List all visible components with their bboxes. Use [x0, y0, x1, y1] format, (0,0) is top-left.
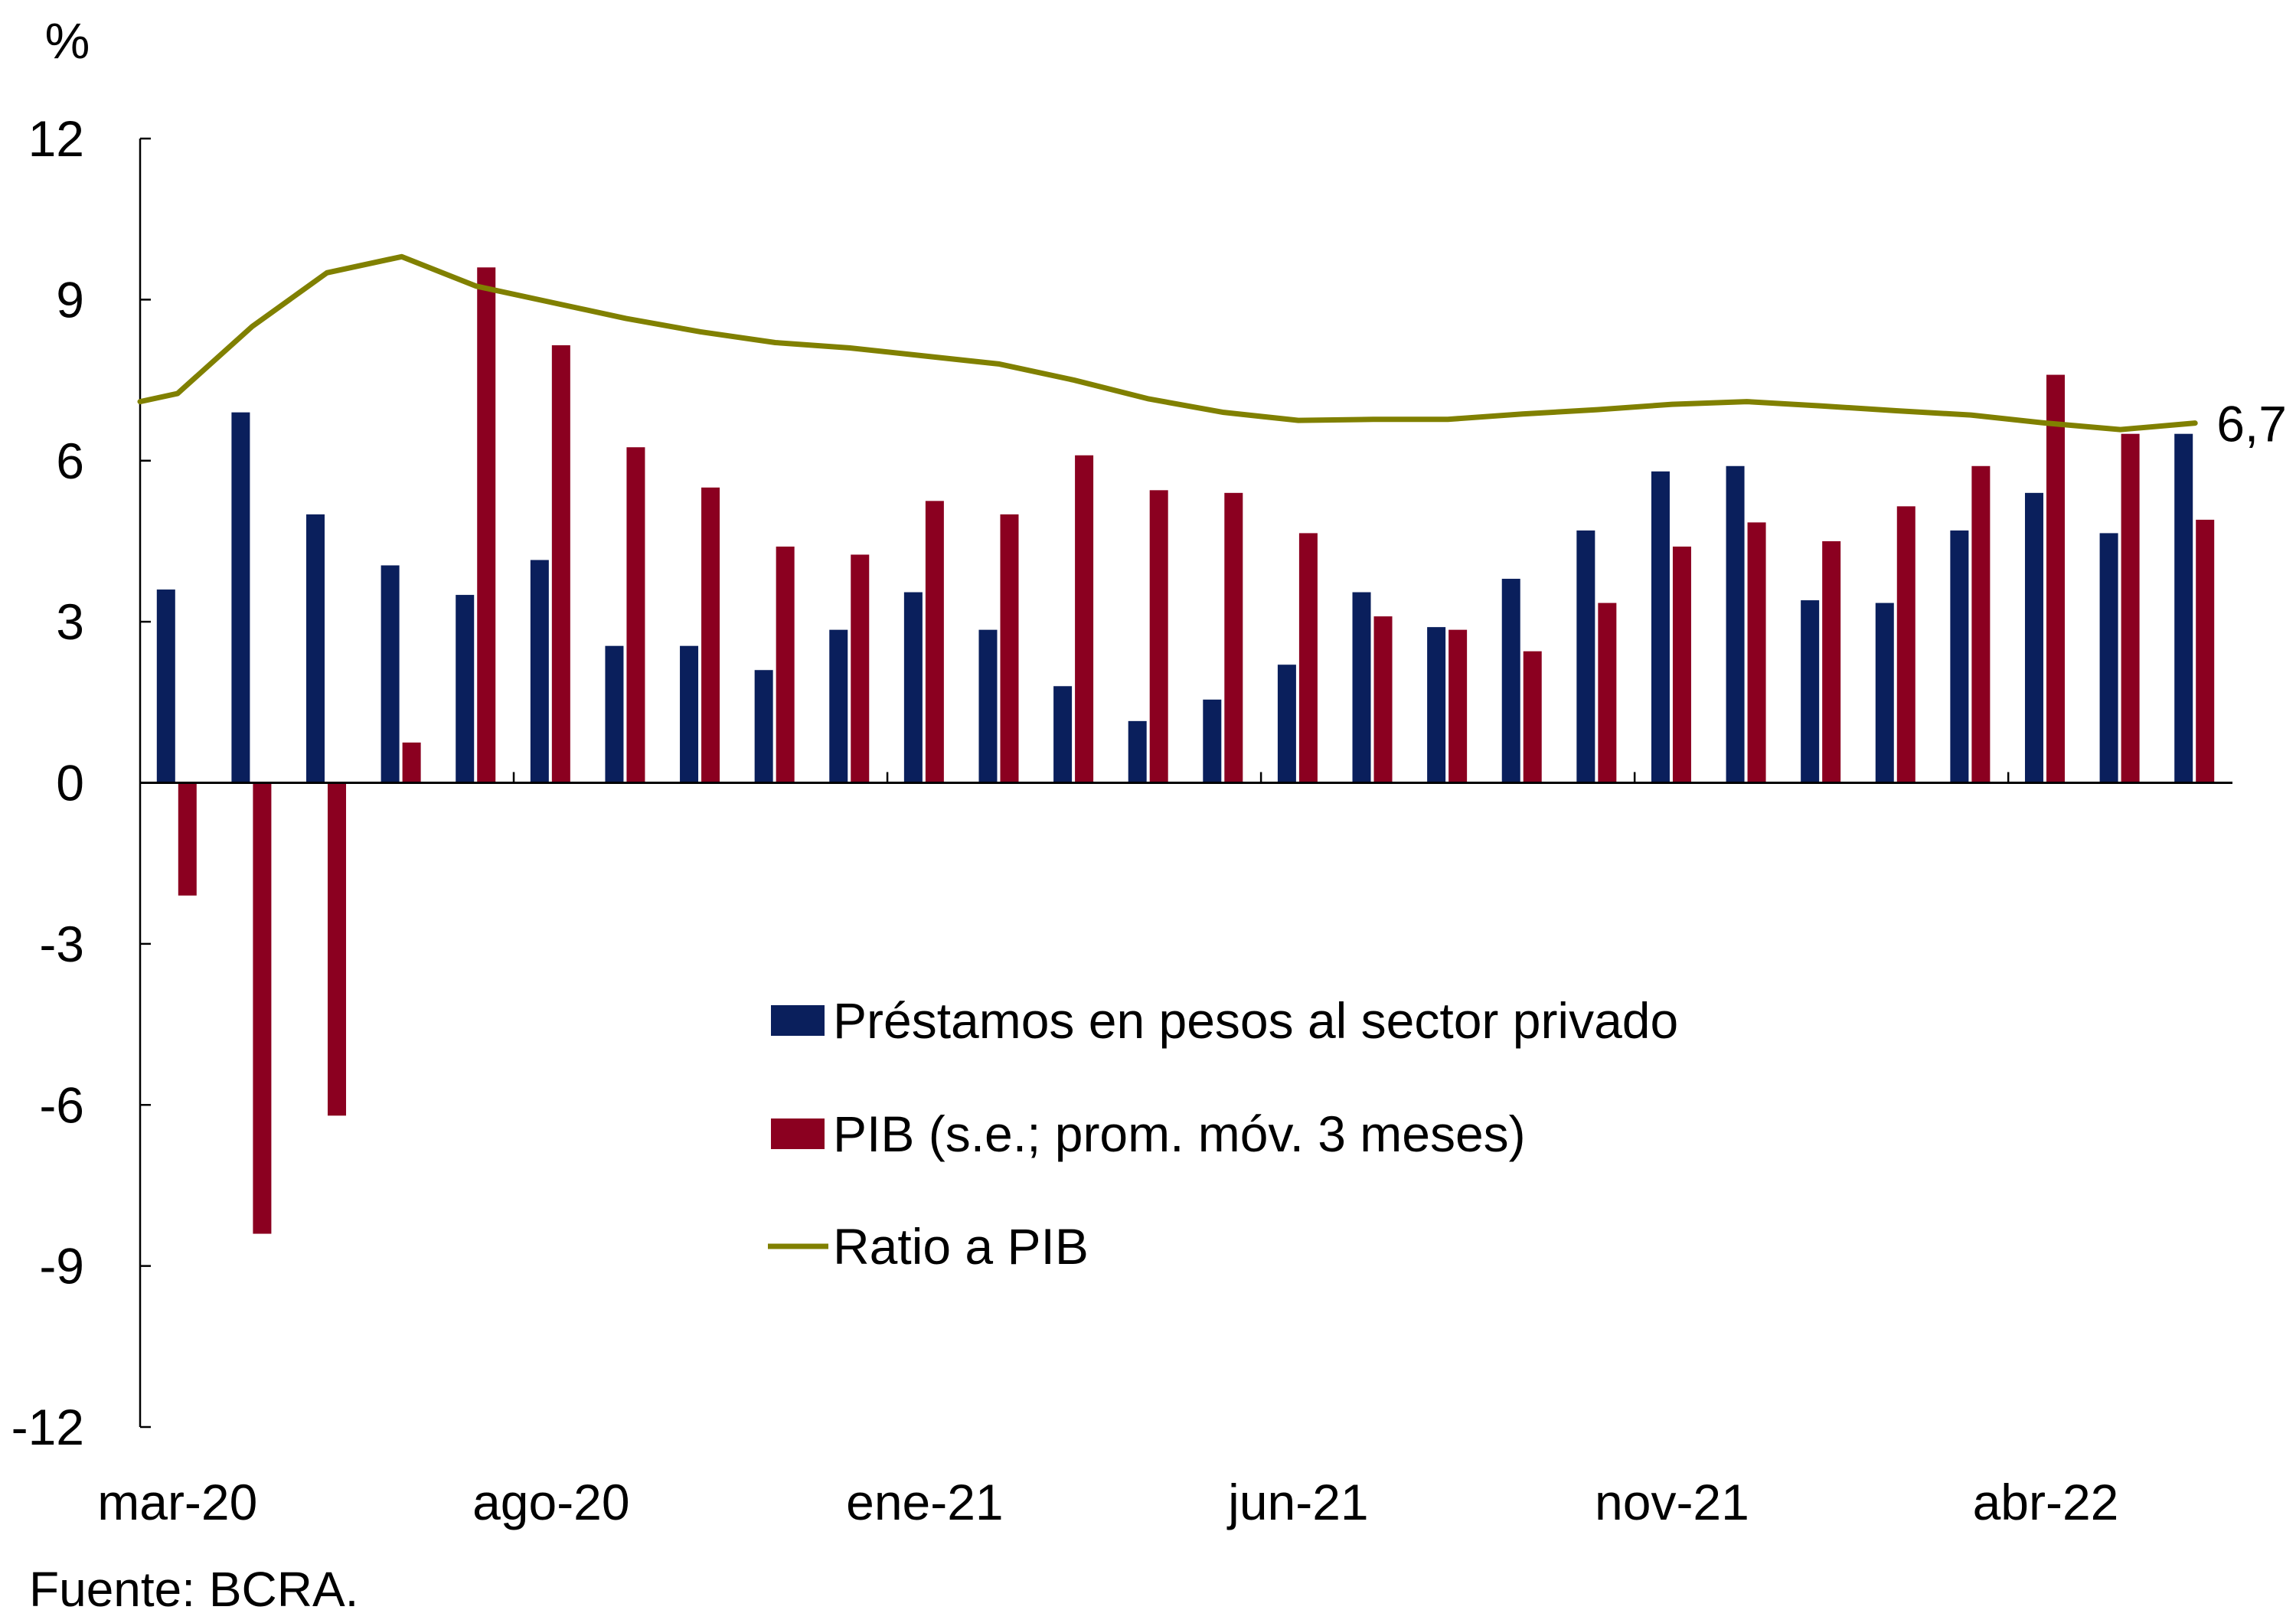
bar-prestamos [2174, 433, 2193, 783]
x-axis: mar-20 ago-20 ene-21 jun-21 nov-21 abr-22 [97, 772, 2232, 1530]
bar-prestamos [2099, 533, 2118, 783]
y-tick-label: 3 [56, 593, 84, 650]
y-tick-label: 12 [28, 110, 84, 167]
bar-pib [1672, 546, 1691, 783]
bar-pib [2196, 519, 2215, 783]
bar-pib [1523, 651, 1542, 783]
bar-pib [2046, 374, 2065, 783]
y-unit-label: % [45, 12, 90, 69]
bar-pib [1000, 514, 1019, 783]
bar-prestamos [456, 595, 475, 783]
bar-pib [178, 782, 197, 896]
bar-prestamos [1576, 530, 1595, 783]
x-tick-label: mar-20 [97, 1474, 257, 1530]
bar-prestamos [680, 645, 699, 783]
bar-prestamos [1651, 471, 1670, 783]
bar-prestamos [2024, 492, 2043, 783]
source-note: Fuente: BCRA. [29, 1562, 358, 1617]
bar-pib [551, 345, 570, 783]
y-tick-label: 9 [56, 271, 84, 328]
legend: Préstamos en pesos al sector privado PIB… [768, 992, 1678, 1275]
bar-pib [626, 447, 645, 783]
ratio-line-group [137, 253, 2198, 433]
bar-prestamos [1801, 600, 1820, 783]
bar-pib [1149, 490, 1168, 783]
bar-prestamos [1277, 665, 1296, 783]
bar-prestamos [1053, 686, 1073, 783]
y-tick-label: -9 [39, 1238, 84, 1295]
ratio-line [137, 253, 2198, 433]
x-tick-label: ago-20 [472, 1474, 630, 1530]
bar-pib [1822, 540, 1841, 783]
y-tick-label: -6 [39, 1076, 84, 1133]
bar-pib [1896, 506, 1916, 783]
bar-prestamos [1726, 465, 1745, 783]
bar-pib [1448, 629, 1468, 783]
bar-pib [925, 501, 944, 783]
y-tick-label: 6 [56, 433, 84, 489]
bar-pib [402, 742, 421, 783]
legend-swatch-prestamos [771, 1005, 825, 1036]
bar-pib [477, 267, 496, 783]
bar-pib [1747, 522, 1766, 783]
bar-prestamos [1128, 720, 1147, 783]
y-tick-label: 0 [56, 755, 84, 812]
bar-pib [851, 554, 870, 783]
bar-prestamos [380, 565, 400, 783]
bar-prestamos [829, 629, 848, 783]
bar-prestamos [1501, 579, 1520, 783]
bar-pib [253, 782, 272, 1234]
bar-pib [701, 487, 720, 783]
bars [156, 267, 2215, 1234]
bar-prestamos [978, 629, 998, 783]
bar-prestamos [306, 514, 325, 783]
ratio-end-label: 6,7 [2216, 396, 2287, 452]
bar-prestamos [231, 412, 250, 783]
bar-prestamos [1875, 603, 1894, 783]
bar-pib [328, 782, 347, 1116]
legend-label-pib: PIB (s.e.; prom. móv. 3 meses) [833, 1105, 1526, 1162]
bar-pib [776, 546, 795, 783]
bar-pib [1075, 455, 1094, 783]
bar-pib [1598, 603, 1617, 783]
bar-prestamos [754, 670, 773, 783]
legend-swatch-pib [771, 1118, 825, 1149]
legend-label-prestamos: Préstamos en pesos al sector privado [833, 992, 1678, 1049]
bar-prestamos [903, 592, 923, 783]
y-tick-label: -3 [39, 916, 84, 972]
x-tick-label: ene-21 [846, 1474, 1004, 1530]
bar-pib [1298, 533, 1318, 783]
legend-label-ratio: Ratio a PIB [833, 1218, 1089, 1275]
x-tick-label: nov-21 [1595, 1474, 1749, 1530]
bar-prestamos [156, 589, 175, 783]
y-tick-label: -12 [11, 1399, 84, 1455]
bar-prestamos [1950, 530, 1969, 783]
bar-prestamos [1352, 592, 1371, 783]
bar-pib [2121, 433, 2140, 783]
bar-prestamos [530, 560, 549, 783]
bar-pib [1373, 616, 1393, 783]
bar-prestamos [1427, 627, 1446, 783]
bar-pib [1971, 465, 1991, 783]
bar-prestamos [1203, 699, 1222, 783]
x-tick-label: abr-22 [1973, 1474, 2119, 1530]
bar-prestamos [605, 645, 624, 783]
x-tick-label: jun-21 [1226, 1474, 1368, 1530]
y-axis: 12 9 6 3 0 -3 -6 -9 -12 [11, 110, 151, 1455]
bar-pib [1224, 492, 1243, 783]
